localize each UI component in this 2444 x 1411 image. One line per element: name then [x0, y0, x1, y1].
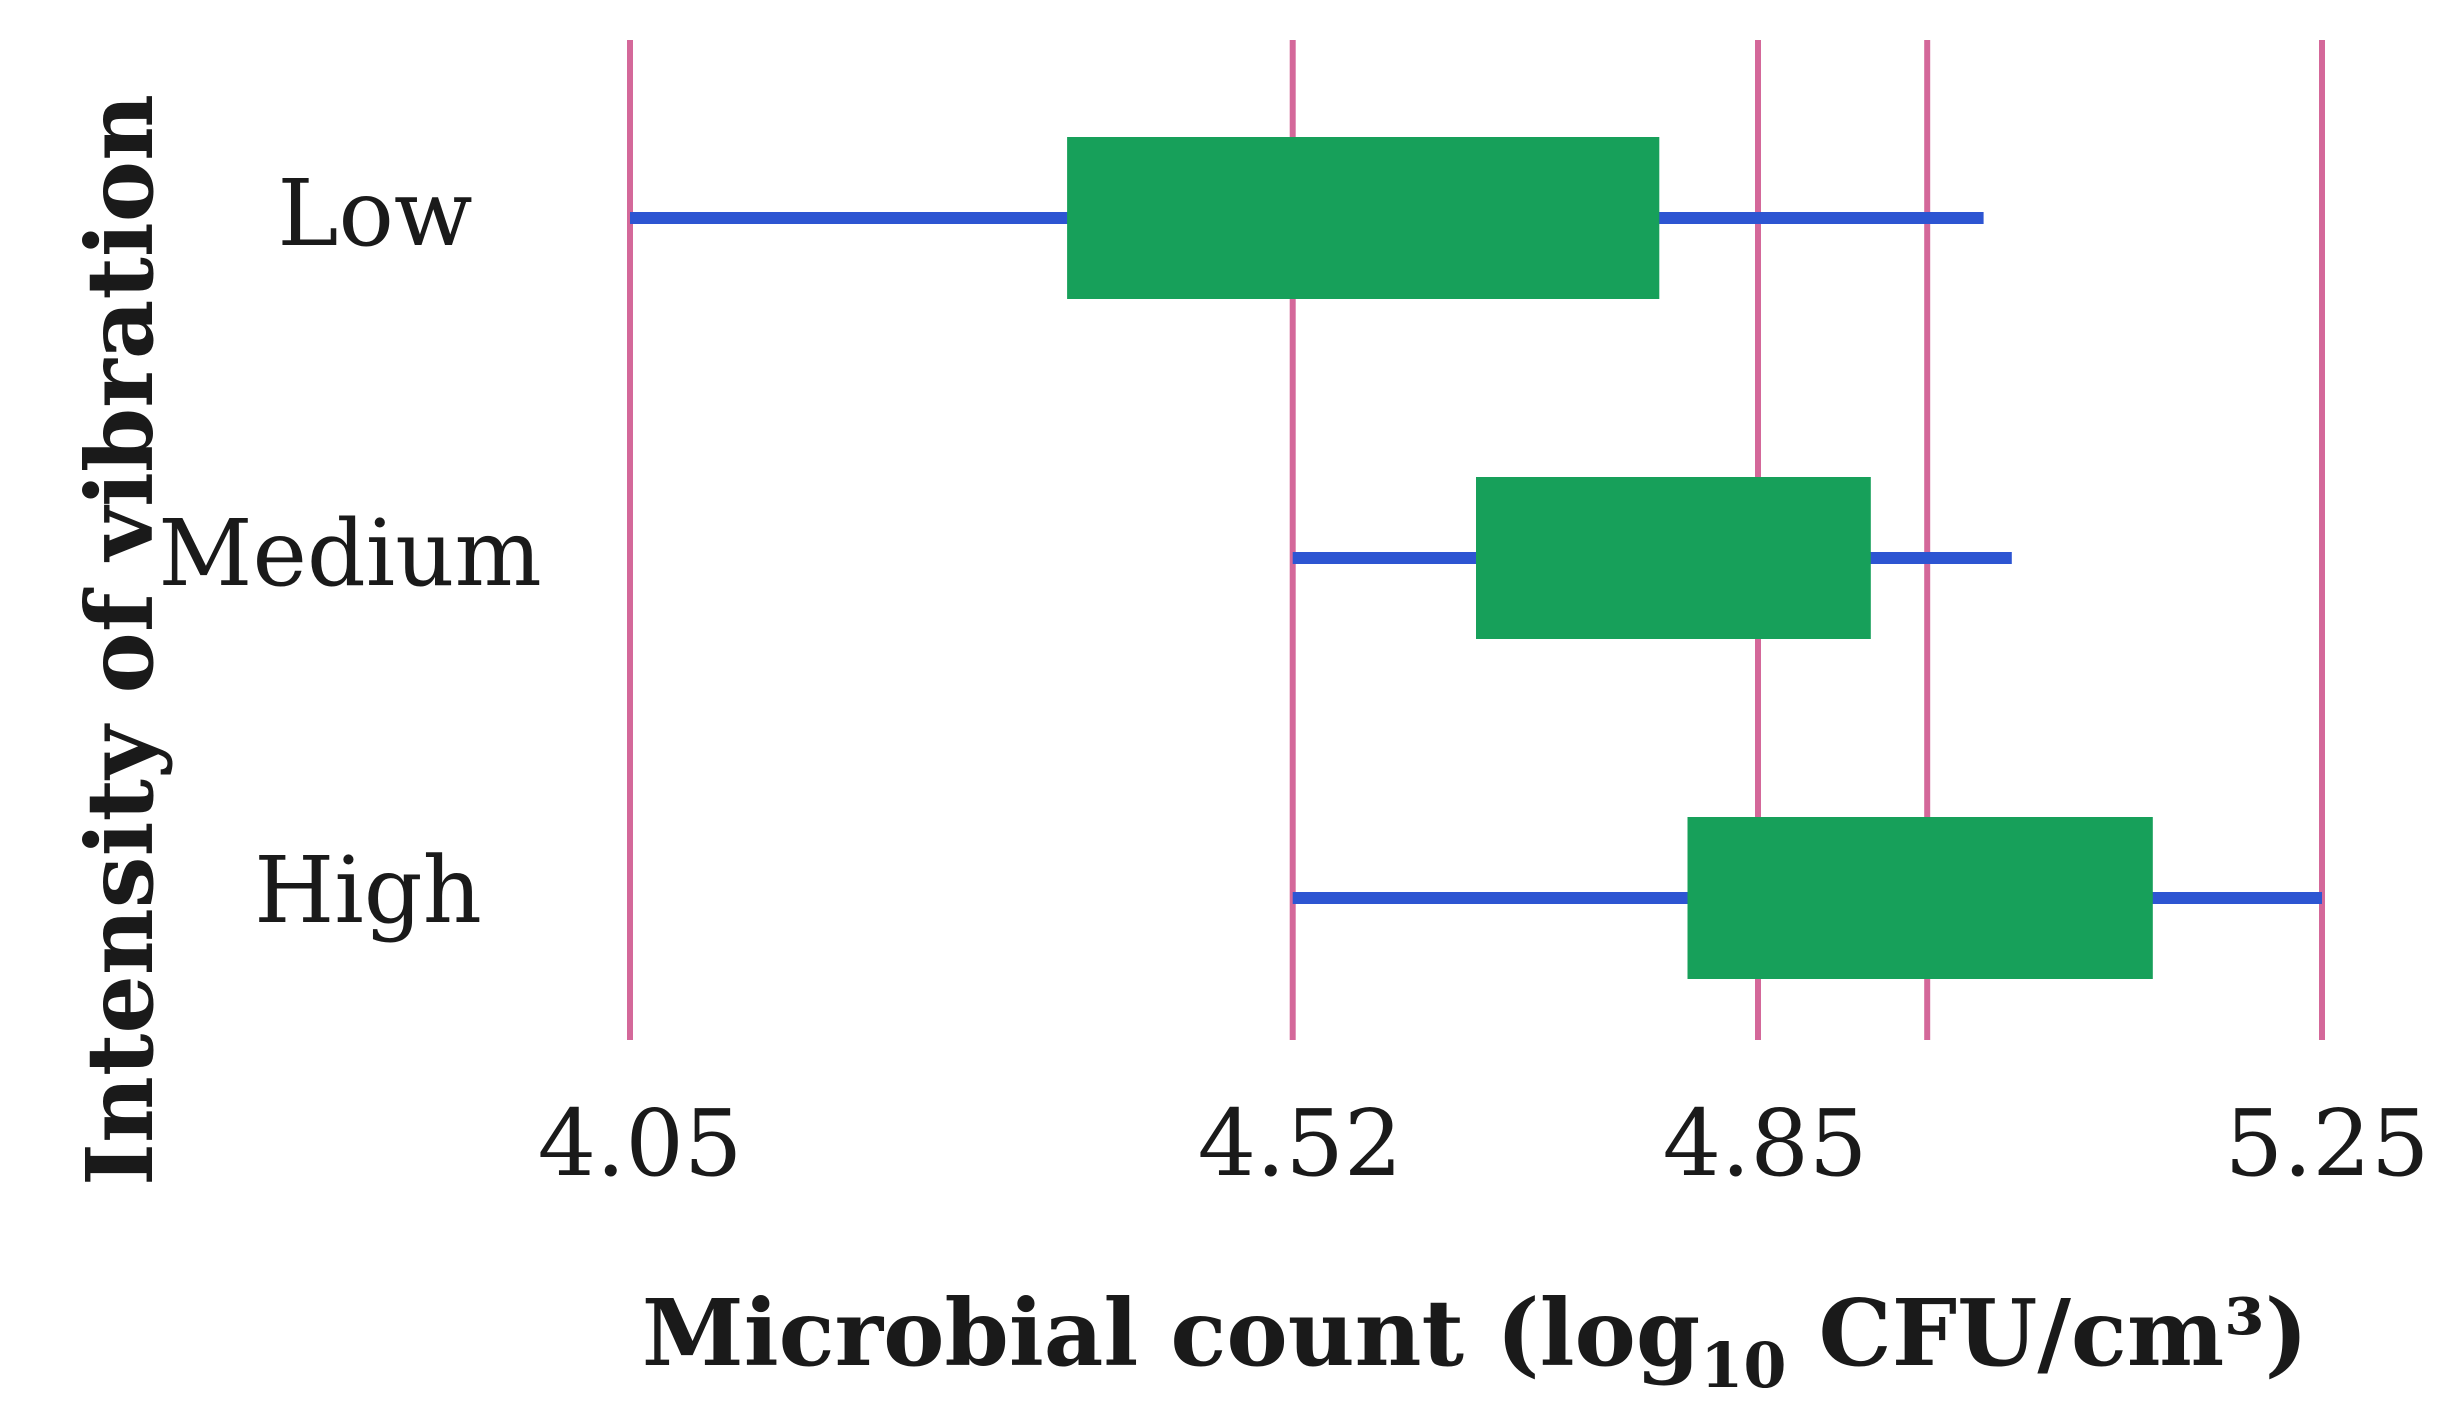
boxes [1067, 137, 2153, 979]
x-axis-title-prefix: Microbial count (log [642, 1279, 1700, 1387]
x-tick-labels: 4.05 4.52 4.85 5.25 [538, 1090, 2430, 1197]
category-label-low: Low [277, 160, 472, 267]
category-labels: Low Medium High [158, 160, 541, 944]
x-axis-title: Microbial count (log10 CFU/cm³) [642, 1279, 2308, 1402]
x-tick-label: 5.25 [2225, 1090, 2430, 1197]
category-label-high: High [254, 837, 482, 944]
x-axis-title-subscript: 10 [1700, 1329, 1786, 1402]
x-tick-label: 4.85 [1663, 1090, 1868, 1197]
box-medium [1476, 477, 1871, 639]
x-axis-title-suffix: CFU/cm³) [1787, 1279, 2309, 1387]
category-label-medium: Medium [158, 500, 541, 607]
x-tick-label: 4.52 [1198, 1090, 1403, 1197]
box-high [1687, 817, 2153, 979]
box-low [1067, 137, 1660, 299]
x-tick-label: 4.05 [538, 1090, 743, 1197]
y-axis-title: Intensity of vibration [66, 94, 174, 1186]
